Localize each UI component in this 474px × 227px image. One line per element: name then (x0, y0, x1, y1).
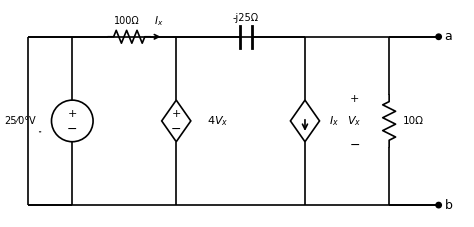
Text: 10Ω: 10Ω (403, 116, 424, 126)
Text: -j25Ω: -j25Ω (233, 13, 259, 23)
Circle shape (436, 34, 441, 39)
Text: −: − (67, 123, 78, 136)
Text: −: − (349, 139, 360, 152)
Text: −: − (171, 123, 182, 136)
Text: $I_x$: $I_x$ (154, 14, 163, 28)
Text: 100Ω: 100Ω (114, 16, 140, 26)
Text: $I_x$: $I_x$ (329, 114, 339, 128)
Text: +: + (68, 109, 77, 119)
Text: $4V_x$: $4V_x$ (207, 114, 228, 128)
Text: 25⁄0°V: 25⁄0°V (4, 116, 36, 126)
Circle shape (436, 202, 441, 208)
Text: +: + (172, 109, 181, 119)
Text: a: a (445, 30, 452, 43)
Text: +: + (350, 94, 359, 104)
Text: b: b (445, 199, 453, 212)
Text: $V_x$: $V_x$ (347, 114, 362, 128)
